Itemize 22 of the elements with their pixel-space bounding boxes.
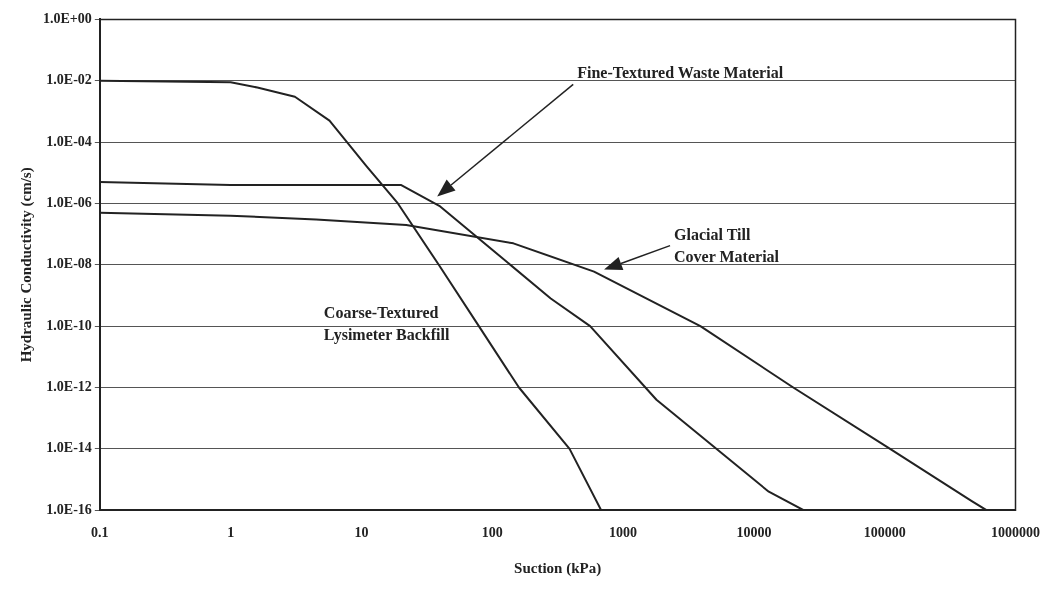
x-tick-label: 100000 — [863, 525, 906, 541]
y-tick-label: 1.0E-14 — [46, 440, 92, 456]
y-tick-label: 1.0E+00 — [42, 11, 92, 27]
y-tick-label: 1.0E-06 — [46, 195, 92, 211]
legend-label: Glacial Till Cover Material — [674, 225, 780, 265]
y-tick-label: 1.0E-08 — [46, 256, 92, 272]
y-tick-label: 1.0E-02 — [46, 72, 92, 88]
y-tick-label: 1.0E-12 — [46, 379, 92, 395]
y-tick-label: 1.0E-04 — [46, 133, 92, 149]
x-tick-label: 1000000 — [991, 525, 1040, 541]
y-tick-label: 1.0E-10 — [46, 317, 92, 333]
x-tick-label: 10000 — [736, 525, 772, 541]
x-axis-title: Suction (kPa) — [514, 559, 602, 577]
y-tick-label: 1.0E-16 — [46, 501, 92, 517]
y-axis-title: Hydraulic Conductivity (cm/s) — [17, 167, 35, 363]
text: Fine-Textured Waste Material — [577, 64, 784, 82]
x-tick-label: 1000 — [609, 525, 638, 541]
series-label: Coarse-Textured Lysimeter Backfill — [323, 304, 450, 345]
x-tick-label: 0.1 — [91, 525, 109, 541]
x-tick-label: 1 — [227, 525, 235, 541]
x-tick-label: 10 — [354, 525, 369, 541]
x-tick-label: 100 — [481, 525, 503, 541]
